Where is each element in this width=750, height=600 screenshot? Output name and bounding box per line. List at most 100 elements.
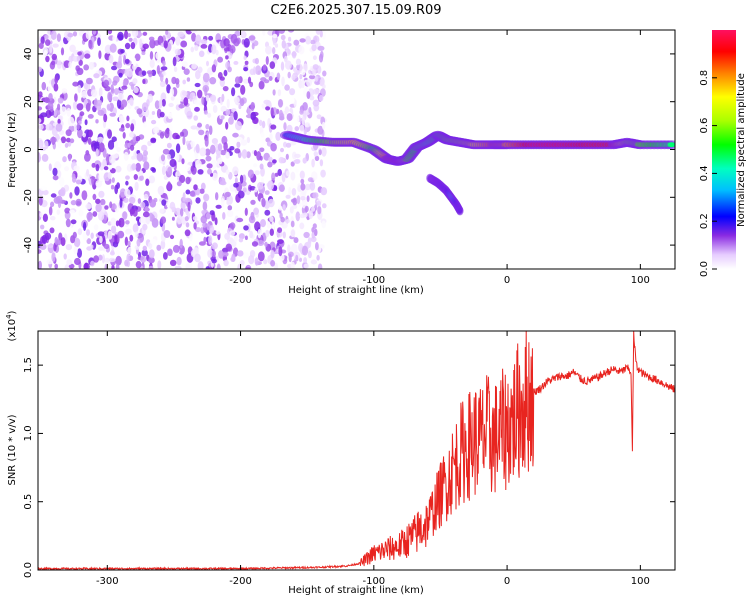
spectrogram-noise-mark — [261, 197, 266, 208]
spectrogram-noise-mark — [111, 265, 115, 269]
spectrogram-noise-mark — [205, 155, 212, 162]
spectrogram-noise-mark — [39, 243, 47, 250]
spectrogram-noise-mark — [185, 263, 191, 269]
spectrogram-noise-mark — [40, 224, 45, 230]
spectrogram-noise-mark — [317, 125, 324, 135]
spectrogram-noise-mark — [223, 142, 228, 151]
snr-ytick-label: 1.0 — [23, 425, 34, 441]
spectrogram-noise-mark — [98, 211, 105, 221]
spectrogram-noise-mark — [302, 102, 308, 111]
spectrogram-noise-mark — [193, 184, 198, 191]
spectrogram-noise-mark — [249, 230, 254, 239]
spectrogram-noise-mark — [265, 45, 272, 55]
spectrogram-noise-mark — [278, 30, 286, 34]
spectrogram-noise-mark — [230, 256, 236, 262]
spectrogram-noise-mark — [318, 53, 324, 63]
spectrogram-noise-mark — [304, 183, 311, 191]
spectrogram-noise-mark — [185, 189, 191, 195]
spectrogram-noise-mark — [225, 121, 229, 130]
spectrogram-noise-mark — [293, 159, 301, 164]
spectrogram-noise-mark — [181, 158, 185, 165]
spectrogram-noise-mark — [277, 227, 283, 234]
spectrogram-noise-mark — [235, 136, 243, 142]
spectrogram-noise-mark — [270, 142, 277, 152]
spectrogram-noise-mark — [158, 99, 163, 109]
spectrogram-noise-mark — [217, 56, 224, 63]
spectrogram-noise-mark — [254, 221, 261, 232]
spectrogram-noise-mark — [175, 36, 181, 46]
spectrogram-noise-mark — [184, 216, 189, 222]
spectrogram-noise-mark — [285, 153, 289, 160]
spectrogram-noise-mark — [176, 181, 182, 187]
spectrogram-noise-mark — [165, 77, 169, 85]
spectrogram-noise-mark — [211, 172, 218, 181]
spectrogram-noise-mark — [316, 114, 322, 120]
spectrogram-noise-mark — [225, 243, 232, 252]
spectrogram-noise-mark — [206, 60, 209, 67]
spectrogram-noise-mark — [41, 81, 47, 91]
spectrogram-noise-mark — [102, 158, 107, 167]
spectrogram-noise-mark — [176, 215, 183, 225]
spectrogram-noise-mark — [64, 207, 71, 214]
spectrogram-noise-mark — [317, 45, 325, 51]
spectrogram-noise-mark — [162, 148, 170, 155]
spectrogram-noise-mark — [141, 144, 148, 152]
spectrogram-noise-mark — [289, 206, 294, 214]
spectrogram-noise-mark — [167, 181, 172, 191]
spectrogram-noise-mark — [276, 108, 280, 115]
spectrogram-noise-mark — [291, 188, 297, 196]
spectrogram-noise-mark — [76, 122, 80, 131]
spectrogram-noise-mark — [307, 177, 314, 183]
spectrogram-noise-mark — [265, 229, 270, 238]
spectrogram-noise-mark — [280, 61, 285, 71]
spectrogram-noise-mark — [221, 93, 225, 103]
spectrogram-noise-mark — [225, 169, 230, 175]
spectrogram-noise-mark — [296, 195, 301, 205]
spectrogram-noise-mark — [293, 67, 297, 73]
spectrogram-noise-mark — [312, 223, 317, 229]
spectrogram-noise-mark — [217, 143, 223, 152]
spectrogram-noise-mark — [103, 166, 109, 171]
spectrogram-noise-mark — [72, 231, 77, 239]
spectrogram-noise-mark — [97, 136, 104, 143]
spectrogram-noise-mark — [85, 203, 93, 210]
spectrogram-noise-mark — [259, 147, 265, 153]
spectrogram-noise-mark — [274, 43, 279, 48]
spectrogram-noise-mark — [222, 251, 229, 257]
spectrogram-noise-mark — [168, 102, 174, 108]
spectrogram-noise-mark — [253, 207, 259, 215]
spectrogram-noise-mark — [110, 84, 114, 92]
spectrogram-noise-mark — [53, 83, 59, 92]
spectrogram-noise-mark — [226, 200, 231, 206]
spectrogram-noise-mark — [169, 158, 177, 168]
spectrogram-noise-mark — [205, 94, 210, 102]
spectrogram-noise-mark — [226, 98, 230, 109]
spectrogram-noise-mark — [220, 198, 225, 208]
spectrogram-noise-mark — [146, 70, 153, 75]
spectrogram-noise-mark — [49, 125, 53, 131]
spectrogram-noise-mark — [51, 252, 56, 262]
spectrogram-noise-mark — [199, 188, 205, 194]
spectrogram-noise-mark — [280, 216, 286, 223]
spectrogram-noise-mark — [296, 64, 301, 70]
spectrogram-noise-mark — [172, 46, 176, 52]
spectrogram-noise-mark — [133, 174, 138, 180]
spectrogram-noise-mark — [287, 71, 291, 79]
spectrogram-noise-mark — [86, 212, 93, 221]
spectrogram-noise-mark — [98, 190, 105, 198]
spectrogram-main-ridge-mark — [667, 142, 675, 148]
spectrogram-noise-mark — [92, 30, 97, 35]
spectrogram-noise-mark — [317, 205, 322, 215]
spectrogram-noise-mark — [125, 175, 130, 180]
spectrogram-noise-mark — [197, 122, 202, 128]
spectrogram-noise-mark — [39, 212, 43, 218]
spectrogram-noise-mark — [185, 176, 191, 185]
spectrogram-noise-mark — [216, 263, 221, 269]
spectrogram-noise-mark — [51, 60, 56, 66]
spectrogram-noise-mark — [269, 133, 273, 141]
spectrogram-noise-mark — [225, 55, 229, 60]
spectrogram-xlabel: Height of straight line (km) — [288, 285, 424, 296]
spectrogram-noise-mark — [169, 87, 174, 97]
spectrogram-noise-mark — [60, 136, 67, 144]
